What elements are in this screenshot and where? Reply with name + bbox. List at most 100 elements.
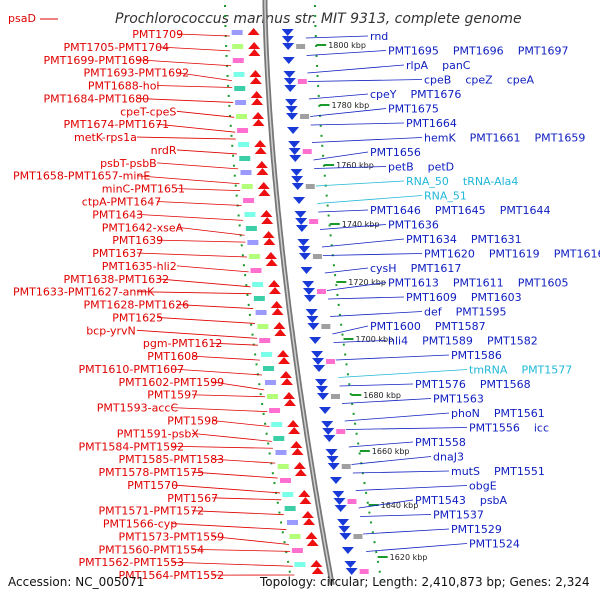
gene-block [275, 450, 287, 455]
gene-name: PMT1625 [112, 311, 163, 324]
label-connector-left [176, 226, 245, 236]
gene-name: PMT1607 [133, 363, 184, 376]
label-connector-left [176, 188, 241, 192]
gene-arrow-reverse [327, 463, 340, 470]
gene-block [245, 226, 257, 231]
gene-arrow-reverse [298, 253, 311, 260]
gene-name: PMT1643 [92, 208, 143, 221]
gene-name: cysH [370, 262, 397, 275]
gene-arrow-reverse [297, 239, 310, 246]
label-connector-left [156, 201, 242, 206]
gene-label-right: def PMT1595 [424, 306, 506, 319]
gene-block [267, 394, 279, 399]
label-connector-left [156, 123, 236, 133]
gene-name: PMT1675 [388, 103, 439, 116]
gene-name: dnaJ3 [433, 451, 464, 464]
gene-block [296, 44, 306, 49]
gene-name: PMT1572 [153, 505, 204, 518]
gene-arrow-reverse [332, 491, 345, 498]
label-connector-left [171, 523, 287, 530]
gene-block [284, 506, 296, 511]
page-title: Prochlorococcus marinus str. MIT 9313, c… [115, 11, 522, 27]
gene-block [300, 114, 310, 119]
gene-label-left: PMT1637 [92, 247, 143, 260]
gene-label-left: PMT1688-hol [88, 80, 160, 93]
kbp-label: 1760 kbp [336, 161, 374, 170]
label-connector-left [176, 33, 230, 37]
gene-label-left: PMT1633-PMT1627-anmK [13, 286, 155, 299]
gene-name: ctpA [82, 195, 107, 208]
gene-arrow-forward [287, 420, 300, 427]
label-connector-right [338, 369, 468, 378]
gene-block [253, 296, 265, 301]
gene-block [347, 499, 357, 504]
gene-arrow-forward [254, 147, 267, 154]
gene-block [297, 79, 307, 84]
gene-block [316, 289, 326, 294]
gene-arrow-forward [288, 427, 301, 434]
gene-label-right: PMT1600 PMT1587 [370, 320, 486, 333]
gene-label-right: PMT1695 PMT1696 PMT1697 [388, 45, 569, 58]
label-connector-right [348, 441, 414, 448]
gene-name: PMT1558 [415, 436, 466, 449]
gene-name: PMT1704 [118, 41, 169, 54]
gene-name: PMT1642 [102, 221, 153, 234]
gene-name: PMT1695 [388, 45, 439, 58]
gene-name: PMT1610 [79, 363, 130, 376]
gene-block [271, 422, 283, 427]
gene-name: PMT1602 [119, 376, 170, 389]
label-connector-right [318, 209, 369, 213]
gene-name: PMT1657 [68, 170, 119, 183]
gene-arrow-forward [279, 371, 292, 378]
label-connector-left [136, 175, 240, 185]
gene-arrow-forward [261, 217, 274, 224]
gene-arrow-reverse [307, 323, 320, 330]
gene-block [244, 212, 256, 217]
label-connector-right [324, 267, 369, 274]
gene-block [263, 366, 275, 371]
gene-name: accC [152, 402, 179, 415]
gene-label-left: metK-rps1a [74, 131, 137, 144]
gene-arrow-forward [248, 42, 261, 49]
gene-name: PMT1612 [172, 337, 223, 350]
gene-name: minC [102, 183, 131, 196]
gene-name: PMT1598 [167, 415, 218, 428]
gene-block [240, 170, 252, 175]
gene-arrow-reverse [300, 267, 313, 274]
gene-arrow-forward [251, 98, 264, 105]
gene-name: PMT1599 [173, 376, 224, 389]
gene-name: PMT1638 [64, 273, 115, 286]
gene-arrow-reverse [341, 547, 354, 554]
kbp-label: 1800 kbp [328, 41, 366, 50]
gene-name: PMT1605 [518, 277, 569, 290]
gene-name: cpeA [507, 74, 535, 87]
gene-block [232, 44, 244, 49]
label-connector-right [311, 137, 423, 143]
gene-arrow-reverse [282, 43, 295, 50]
label-connector-left [171, 561, 293, 567]
gene-arrow-reverse [309, 337, 322, 344]
gene-label-left: PMT1570 [127, 479, 178, 492]
gene-label-right: cysH PMT1617 [370, 262, 461, 275]
kbp-label: 1780 kbp [332, 101, 370, 110]
gene-name: PMT1591 [117, 427, 168, 440]
gene-name: RNA_51 [424, 190, 467, 203]
gene-label-left: PMT1674-PMT1671 [64, 118, 170, 131]
gene-arrow-forward [250, 91, 263, 98]
label-connector-left [171, 484, 281, 494]
gene-arrow-reverse [287, 127, 300, 134]
gene-name: pgm [143, 337, 168, 350]
label-connector-right [330, 311, 423, 317]
gene-name: PMT1561 [494, 407, 545, 420]
gene-arrow-reverse [306, 316, 319, 323]
gene-label-left: PMT1578-PMT1575 [99, 466, 205, 479]
label-connector-right [322, 253, 423, 256]
gene-label-right: PMT1543 psbA [415, 494, 508, 507]
gene-arrow-reverse [288, 141, 301, 148]
gene-label-left: PMT1598 [167, 415, 218, 428]
gene-name: hol [143, 80, 160, 93]
kbp-label: 1720 kbp [348, 278, 386, 287]
gene-name: PMT1684 [44, 92, 95, 105]
gene-name: PMT1564 [119, 569, 170, 582]
label-connector-left [211, 420, 270, 427]
